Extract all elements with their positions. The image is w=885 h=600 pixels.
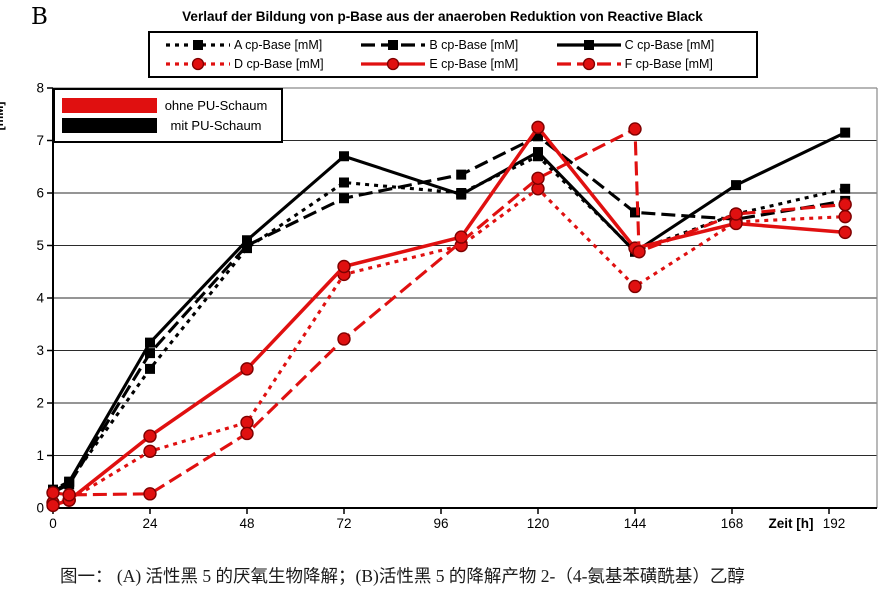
tick-labels: 0 1 2 3 4 5 6 7 8 0 24 48 72 96 120 144 168 192 [36,81,845,532]
legend-item-c: C cp-Base [mM] [555,36,750,54]
legend-line-sample [166,40,230,50]
svg-text:96: 96 [433,516,448,531]
x-axis-label: Zeit [h] [769,516,814,531]
figure-caption: 图一： (A) 活性黑 5 的厌氧生物降解；(B)活性黑 5 的降解产物 2-（… [60,566,745,586]
svg-text:24: 24 [142,516,158,531]
data-point-marker [240,415,254,430]
data-point-marker [456,169,467,180]
data-point-marker [838,209,852,224]
series-c [48,127,851,498]
color-swatch [62,118,157,134]
pu-schaum-legend-row: ohne PU-Schaum [62,97,275,113]
panel-label: B [31,4,48,30]
svg-text:0: 0 [49,516,57,531]
legend-line-sample [556,57,621,71]
legend-item-label: A cp-Base [mM] [234,38,323,52]
svg-text:8: 8 [36,81,44,96]
data-point-marker [145,363,155,374]
data-point-marker [339,177,349,188]
legend-item-a: A cp-Base [mM] [164,36,359,54]
data-point-marker [145,337,155,348]
gridlines [53,140,877,456]
svg-text:6: 6 [36,186,44,201]
data-point-marker [628,122,642,136]
data-point-marker [64,476,75,487]
svg-text:4: 4 [36,291,44,306]
data-point-marker [840,183,851,194]
svg-text:3: 3 [36,343,44,358]
svg-text:72: 72 [336,516,351,531]
svg-text:168: 168 [721,516,744,531]
legend-line-sample [361,57,426,71]
data-point-marker [531,171,545,186]
data-point-marker [337,259,351,274]
legend-item-e: E cp-Base [mM] [359,55,554,73]
svg-text:48: 48 [239,516,254,531]
svg-text:0: 0 [36,501,44,516]
legend-item-b: B cp-Base [mM] [359,36,554,54]
svg-text:5: 5 [36,238,44,253]
pu-schaum-legend-row: mit PU-Schaum [62,118,275,134]
data-point-marker [62,488,76,502]
legend-item-f: F cp-Base [mM] [555,55,750,73]
data-point-marker [143,487,157,501]
data-point-marker [242,235,252,246]
chart-title: Verlauf der Bildung von p-Base aus der a… [182,9,703,24]
legend-line-sample [361,40,426,50]
data-point-marker [729,207,743,221]
data-point-marker [145,348,155,359]
data-point-marker [840,127,851,138]
data-point-marker [242,240,252,251]
data-point-marker [143,429,157,443]
data-point-marker [632,245,646,259]
data-point-marker [46,486,60,500]
data-point-marker [838,197,852,212]
data-point-marker [339,193,349,204]
legend-item-label: C cp-Base [mM] [624,38,715,52]
pu-schaum-legend: ohne PU-Schaum mit PU-Schaum [53,88,283,143]
legend-item-label: E cp-Base [mM] [429,57,519,71]
legend-item-d: D cp-Base [mM] [164,55,359,73]
legend-line-sample [556,40,621,50]
series-b [48,131,851,498]
svg-text:7: 7 [36,133,44,148]
data-point-marker [456,189,467,200]
data-point-marker [337,332,351,346]
svg-text:2: 2 [36,396,44,411]
svg-text:144: 144 [624,516,647,531]
data-point-marker [240,362,254,376]
svg-text:120: 120 [527,516,550,531]
legend-item-label: B cp-Base [mM] [429,38,519,52]
legend-item-label: D cp-Base [mM] [234,57,324,71]
data-point-marker [630,207,640,218]
data-point-marker [531,120,545,135]
data-point-marker [143,444,157,458]
svg-text:1: 1 [36,448,44,463]
data-point-marker [240,426,254,441]
svg-text:192: 192 [823,516,846,531]
legend-line-sample [166,57,230,71]
data-point-marker [533,131,543,142]
chart-legend: A cp-Base [mM] B cp-Base [mM] C cp-Base [m… [148,31,758,78]
pu-schaum-label: ohne PU-Schaum [164,97,268,113]
data-point-marker [731,180,742,191]
series-f [46,122,852,502]
y-axis-label: [mM] [0,102,6,131]
data-point-marker [533,147,543,158]
data-point-marker [628,279,642,294]
series-e [46,120,852,513]
color-swatch [62,97,157,113]
data-point-marker [339,151,349,162]
data-point-marker [46,498,60,513]
pu-schaum-label: mit PU-Schaum [170,118,262,134]
data-point-marker [838,225,852,240]
legend-item-label: F cp-Base [mM] [624,57,713,71]
series-d [46,182,852,510]
